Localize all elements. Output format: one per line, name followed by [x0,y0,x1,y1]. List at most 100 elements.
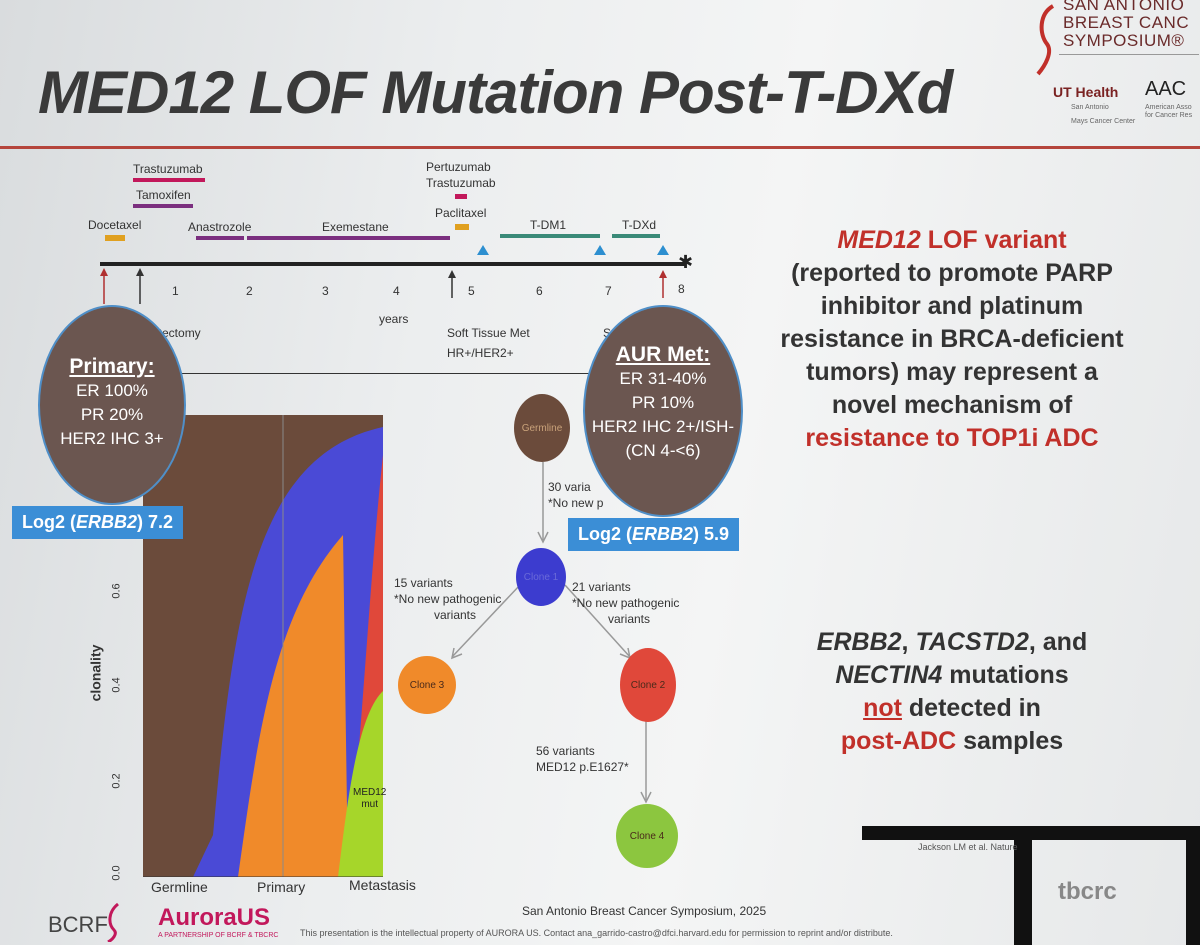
docetaxel-bar [105,235,125,241]
log2-gene: ERBB2 [632,524,694,544]
ut-health-name: UT Health [1053,84,1119,100]
log2-prefix: Log2 ( [22,512,76,532]
node-clone3: Clone 3 [398,656,456,714]
footer-copyright: This presentation is the intellectual pr… [300,928,893,938]
summary-line-2: (reported to promote PARP [791,259,1113,287]
slide-title: MED12 LOF Mutation Post-T-DXd [38,59,953,126]
summary-line-5: tumors) may represent a [806,358,1098,386]
pertuzumab-bar [455,194,467,199]
drug-paclitaxel: Paclitaxel [435,206,487,220]
clone4-area [338,691,383,877]
y-tick: 0.2 [110,773,123,789]
frame-post [1014,836,1032,945]
drug-anastrozole: Anastrozole [188,220,252,234]
tree-edges [450,462,652,804]
axis-end-icon: ✱ [678,252,694,272]
fishplot-chart [143,415,383,877]
clone-tree: Germline Clone 1 Clone 3 Clone 2 Clone 4… [380,380,710,880]
treatment-timeline: Trastuzumab Tamoxifen Docetaxel Anastroz… [0,150,760,360]
tdm1-bar [500,234,600,238]
edge-label: *No new pathogenic [394,592,502,606]
med12-annotation: MED12 mut [353,787,386,811]
drug-pertuzumab: Pertuzumab [426,160,491,174]
edge-label: *No new pathogenic [572,596,680,610]
event-s-label: S [603,326,612,340]
edge-label: *No new p [548,496,604,510]
event-arrow-aur [659,270,667,298]
progression-marker-1 [477,245,489,255]
paclitaxel-bar [455,224,469,230]
year-tick: 8 [678,282,685,296]
node-clone2: Clone 2 [620,648,676,722]
med12-summary: MED12 LOF variant (reported to promote P… [752,224,1152,455]
y-tick: 0.6 [110,583,123,599]
aur-line: (CN 4-<6) [625,441,701,460]
aur-met-bubble: AUR Met: ER 31-40% PR 10% HER2 IHC 2+/IS… [583,305,743,517]
year-tick: 5 [468,284,475,298]
progression-marker-3 [657,245,669,255]
primary-log2-box: Log2 (ERBB2) 7.2 [12,506,184,539]
target-line-4: post-ADC samples [840,727,1064,755]
edge-label: MED12 p.E1627* [536,760,629,774]
year-tick: 2 [246,284,253,298]
clone3-area [238,535,348,877]
aur-line: HER2 IHC 2+/ISH- [591,417,735,436]
target-line-2: NECTIN4 mutations [835,661,1069,689]
citation-text: Jackson LM et al. Nature [918,842,1018,852]
edge-label: 15 variants [394,576,453,590]
aur-line: ER 31-40% [619,369,707,388]
log2-gene: ERBB2 [76,512,138,532]
primary-line: PR 20% [80,405,144,424]
primary-heading: Primary: [69,355,155,378]
aacr-sub: American Asso for Cancer Res [1145,104,1193,119]
event-arrow-met [448,270,456,298]
year-tick: 4 [393,284,400,298]
ribbon-icon [1036,4,1055,76]
summary-line-6: novel mechanism of [831,391,1073,419]
frame-post [1186,836,1200,945]
anastrozole-bar [196,236,244,240]
tdxd-bar [612,234,660,238]
tbcrc-logo: tbcrc [1058,878,1117,905]
sabcs-line2: BREAST CANC [1063,13,1190,32]
ut-health-sub1: San Antonio [1071,104,1109,111]
annotation-line: mut [361,799,379,810]
drug-trastuzumab-2: Trastuzumab [426,176,496,190]
aur-log2-box: Log2 (ERBB2) 5.9 [568,518,740,551]
drug-docetaxel: Docetaxel [88,218,142,232]
edge-label: 30 varia [548,480,591,494]
y-tick: 0.0 [110,865,123,881]
years-label: years [379,312,409,326]
ut-health-sub2: Mays Cancer Center [1071,118,1136,125]
event-soft-tissue: Soft Tissue Met [447,326,530,340]
x-tick: Primary [257,879,306,895]
sabcs-line1: SAN ANTONIO [1063,0,1185,14]
edge-label: variants [434,608,477,622]
y-axis-label: clonality [87,644,104,702]
edge-label: 56 variants [536,744,595,758]
aur-line: PR 10% [631,393,695,412]
year-tick: 3 [322,284,329,298]
gene-med12: MED12 [837,226,921,254]
y-tick: 0.4 [110,677,123,693]
x-tick: Germline [151,879,208,895]
drug-tdxd: T-DXd [622,218,657,232]
footer-symposium: San Antonio Breast Cancer Symposium, 202… [522,904,767,918]
target-line-1: ERBB2, TACSTD2, and [816,628,1088,656]
bubble-connector [180,373,600,374]
footer-email[interactable]: ana_garrido-castro@dfci.harvard.edu [577,928,727,938]
summary-line-1: MED12 LOF variant [837,226,1067,254]
drug-trastuzumab: Trastuzumab [133,162,203,176]
bcrf-ribbon-icon [107,902,120,942]
timeline-axis [100,262,685,266]
drug-tdm1: T-DM1 [530,218,566,232]
tamoxifen-bar [133,204,193,208]
aurora-sub: A PARTNERSHIP OF BCRF & TBCRC [158,932,279,939]
log2-value: ) 5.9 [693,524,730,544]
year-tick: 6 [536,284,543,298]
logo-divider [1059,54,1199,55]
aacr-logo: AAC [1145,78,1187,100]
log2-value: ) 7.2 [137,512,174,532]
primary-line: HER2 IHC 3+ [60,429,164,448]
trastuzumab-bar [133,178,205,182]
